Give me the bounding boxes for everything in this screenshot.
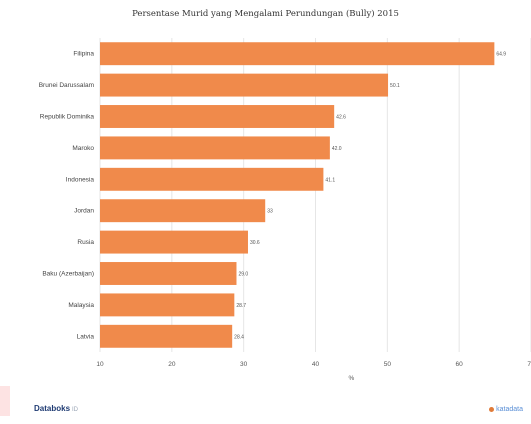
- brand-suffix: ID: [72, 407, 79, 413]
- value-label: 42.6: [336, 115, 346, 121]
- brand-name: Databoks: [34, 404, 71, 413]
- value-label: 30.6: [250, 240, 260, 246]
- x-tick-label: 40: [312, 361, 320, 368]
- value-label: 64.9: [496, 52, 506, 58]
- x-axis-label: %: [349, 375, 355, 382]
- x-tick-label: 70: [527, 361, 531, 368]
- source-logo-icon: [489, 406, 495, 412]
- category-label: Jordan: [74, 208, 94, 215]
- bar: [100, 136, 330, 160]
- value-label: 29.0: [238, 272, 248, 278]
- bar: [100, 230, 248, 254]
- bar: [100, 262, 237, 285]
- category-label: Maroko: [72, 145, 94, 152]
- chart-title: Persentase Murid yang Mengalami Perundun…: [132, 9, 399, 19]
- x-tick-label: 10: [96, 361, 104, 368]
- x-tick-label: 20: [168, 361, 176, 368]
- bar: [100, 73, 389, 97]
- value-label: 50.1: [390, 83, 400, 89]
- source-name: katadata: [496, 406, 523, 413]
- bar: [100, 199, 266, 223]
- category-label: Rusia: [77, 239, 94, 246]
- x-tick-label: 50: [384, 361, 392, 368]
- category-label: Latvia: [77, 333, 95, 340]
- bar: [100, 293, 235, 317]
- bar: [100, 42, 495, 66]
- x-tick-label: 60: [456, 361, 464, 368]
- x-tick-label: 30: [240, 361, 248, 368]
- bar: [100, 105, 335, 128]
- category-label: Brunei Darussalam: [39, 82, 94, 89]
- category-label: Malaysia: [68, 302, 94, 309]
- source-link[interactable]: katadata: [489, 406, 523, 413]
- brand-logo[interactable]: Databoks ID: [34, 404, 78, 413]
- bar: [100, 167, 324, 191]
- category-label: Indonesia: [66, 176, 95, 183]
- side-decoration: [0, 386, 10, 416]
- value-label: 28.7: [236, 303, 246, 309]
- value-label: 41.1: [325, 177, 335, 183]
- value-label: 28.4: [234, 334, 244, 340]
- value-label: 33: [267, 209, 273, 215]
- category-label: Filipina: [73, 51, 94, 58]
- category-label: Republik Dominika: [40, 114, 95, 121]
- category-label: Baku (Azerbaijan): [42, 271, 94, 278]
- value-label: 42.0: [332, 146, 342, 152]
- bar: [100, 324, 233, 348]
